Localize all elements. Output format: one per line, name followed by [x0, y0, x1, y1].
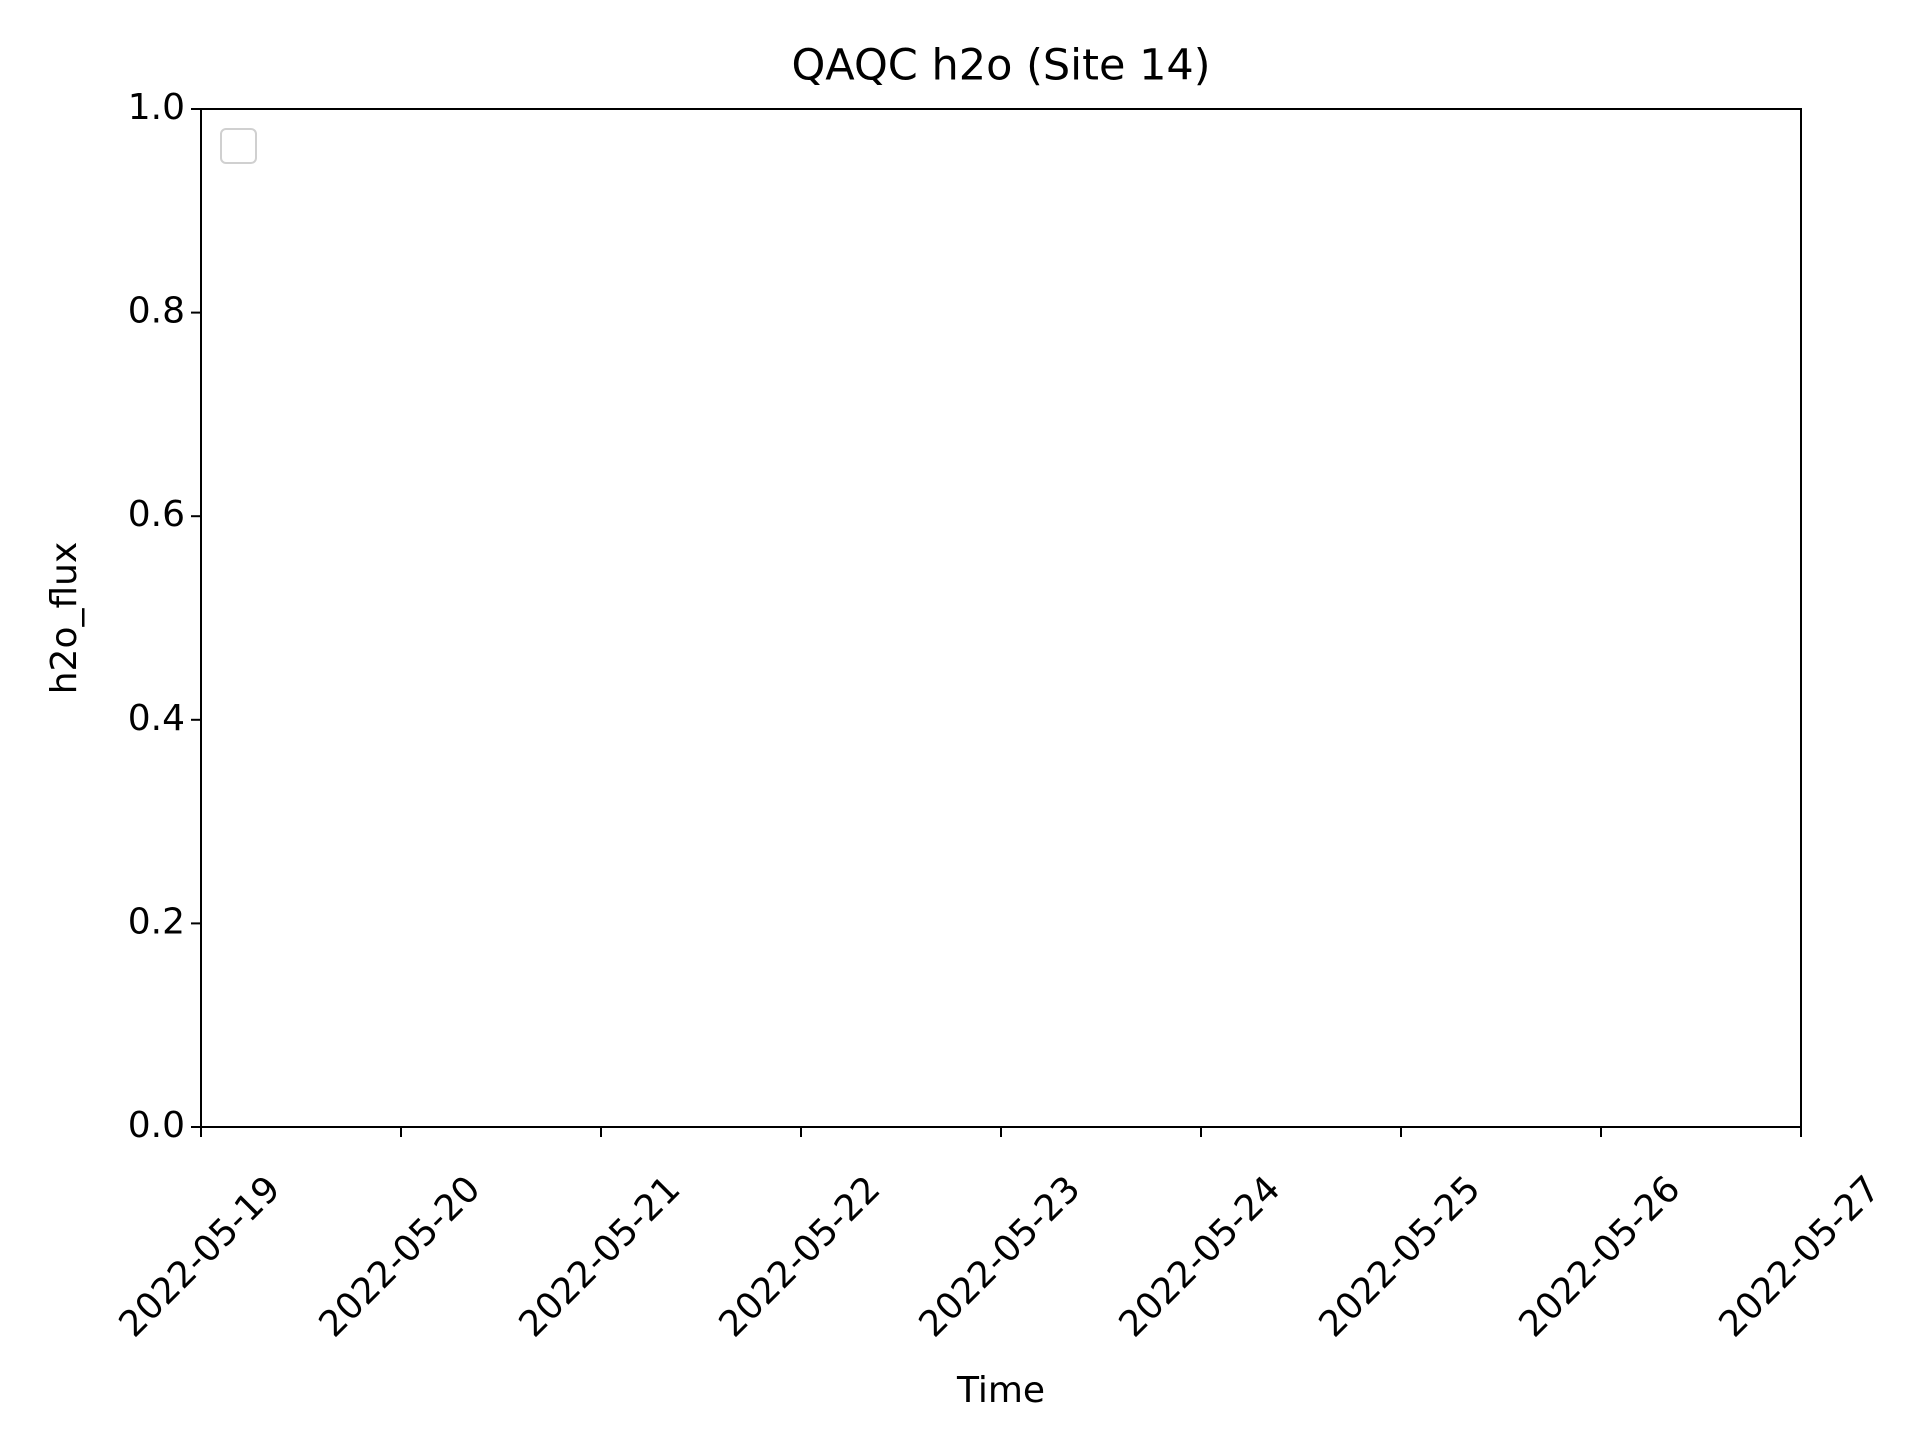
x-tick-label: 2022-05-27 — [1711, 1168, 1888, 1345]
x-axis-label: Time — [956, 1370, 1045, 1411]
y-tick-label: 0.8 — [128, 291, 185, 332]
x-tick-label: 2022-05-19 — [111, 1168, 288, 1345]
x-tick-label: 2022-05-21 — [511, 1168, 688, 1345]
y-tick-label: 0.0 — [128, 1105, 185, 1146]
x-tick-label: 2022-05-25 — [1311, 1168, 1488, 1345]
y-tick-label: 0.2 — [128, 901, 185, 942]
x-tick-label: 2022-05-20 — [311, 1168, 488, 1345]
chart-title: QAQC h2o (Site 14) — [791, 41, 1210, 91]
x-tick-label: 2022-05-26 — [1511, 1168, 1688, 1345]
x-tick-label: 2022-05-24 — [1111, 1168, 1288, 1345]
y-tick-label: 0.4 — [128, 698, 185, 739]
y-axis-label: h2o_flux — [44, 542, 85, 695]
x-tick-label: 2022-05-22 — [711, 1168, 888, 1345]
legend-frame — [220, 128, 257, 164]
plot-frame — [200, 108, 1802, 1128]
y-tick-label: 1.0 — [128, 87, 185, 128]
x-tick-label: 2022-05-23 — [911, 1168, 1088, 1345]
y-tick-label: 0.6 — [128, 494, 185, 535]
